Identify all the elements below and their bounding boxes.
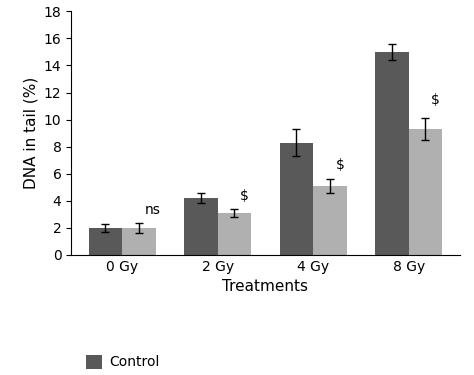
X-axis label: Treatments: Treatments: [222, 279, 309, 294]
Bar: [122, 228, 155, 255]
Bar: [280, 142, 313, 255]
Text: ns: ns: [145, 203, 161, 217]
Bar: [89, 228, 122, 255]
Text: $: $: [336, 158, 345, 172]
Y-axis label: DNA in tail (%): DNA in tail (%): [23, 77, 38, 189]
Legend: Control, GA: Control, GA: [86, 355, 160, 375]
Bar: [184, 198, 218, 255]
Bar: [375, 52, 409, 255]
Bar: [218, 213, 251, 255]
Text: $: $: [431, 93, 440, 107]
Text: $: $: [240, 189, 249, 203]
Bar: [313, 186, 346, 255]
Bar: [409, 129, 442, 255]
